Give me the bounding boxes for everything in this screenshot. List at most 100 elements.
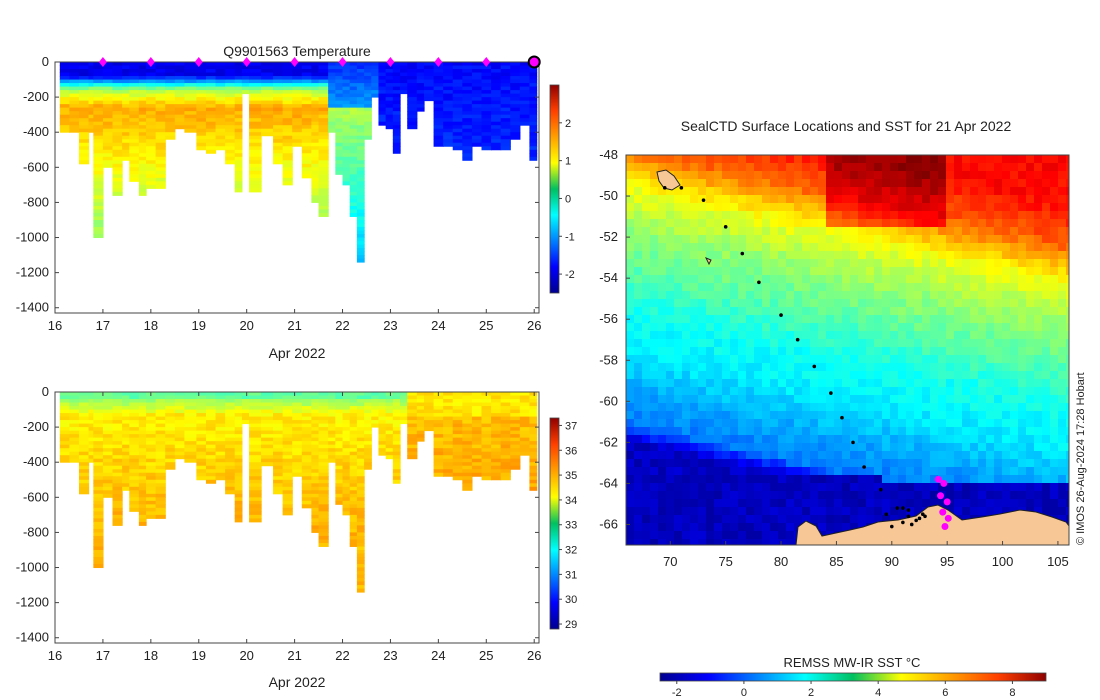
profile-cell (129, 83, 140, 88)
sst-cell (970, 323, 979, 332)
sst-cell (1034, 155, 1043, 164)
sst-cell (890, 299, 899, 308)
profile-cell (385, 100, 394, 105)
sst-cell (690, 235, 699, 244)
profile-cell (69, 416, 80, 421)
profile-cell (184, 423, 197, 428)
sst-cell (1034, 299, 1043, 308)
sst-cell (994, 155, 1003, 164)
profile-cell (146, 427, 157, 432)
profile-cell (385, 125, 394, 130)
sst-cell (986, 411, 995, 420)
profile-cell (471, 83, 483, 88)
sst-cell (962, 347, 971, 356)
profile-cell (196, 107, 207, 112)
sst-cell (818, 403, 827, 412)
sst-cell (922, 211, 931, 220)
sst-cell (722, 187, 731, 196)
profile-cell (433, 76, 444, 81)
profile-cell (249, 402, 262, 407)
sst-cell (890, 171, 899, 180)
sst-cell (674, 275, 683, 284)
sst-cell (698, 379, 707, 388)
sst-cell (698, 211, 707, 220)
sst-cell (762, 195, 771, 204)
sst-cell (882, 363, 891, 372)
sst-cell (882, 171, 891, 180)
sst-cell (658, 363, 667, 372)
sst-cell (994, 411, 1003, 420)
profile-cell (342, 469, 351, 474)
profile-cell (356, 567, 365, 572)
profile-cell (407, 72, 418, 77)
sst-cell (946, 291, 955, 300)
profile-cell (282, 139, 293, 144)
sst-cell (922, 283, 931, 292)
sst-cell (890, 411, 899, 420)
profile-cell (155, 62, 166, 67)
profile-cell (349, 76, 358, 81)
profile-cell (196, 146, 207, 151)
profile-cell (155, 90, 166, 95)
profile-cell (301, 406, 312, 411)
profile-cell (318, 539, 329, 544)
profile-cell (356, 163, 365, 168)
profile-cell (146, 156, 157, 161)
sst-cell (682, 387, 691, 396)
profile-cell (471, 416, 483, 421)
profile-cell (165, 420, 176, 425)
profile-cell (282, 181, 293, 186)
sst-cell (978, 355, 987, 364)
profile-cell (349, 402, 358, 407)
sst-cell (650, 355, 659, 364)
profile-cell (416, 69, 425, 74)
sst-cell (938, 355, 947, 364)
profile-cell (443, 444, 454, 449)
profile-cell (155, 434, 166, 439)
profile-cell (112, 504, 123, 509)
profile-cell (196, 406, 207, 411)
profile-cell (112, 472, 123, 477)
profile-cell (225, 142, 236, 147)
profile-cell (196, 444, 207, 449)
sst-cell (738, 267, 747, 276)
sst-cell (714, 347, 723, 356)
profile-cell (225, 465, 236, 470)
profile-cell (318, 90, 329, 95)
profile-cell (385, 423, 394, 428)
profile-cell (301, 437, 312, 442)
sst-cell (634, 379, 643, 388)
profile-cell (452, 83, 463, 88)
sst-cell (1042, 195, 1051, 204)
sst-cell (674, 243, 683, 252)
profile-cell (205, 451, 217, 456)
sst-cell (882, 155, 891, 164)
sst-cell (690, 219, 699, 228)
sst-cell (978, 403, 987, 412)
profile-cell (261, 132, 274, 137)
sst-cell (698, 155, 707, 164)
sst-cell (778, 179, 787, 188)
profile-cell (349, 72, 358, 77)
sst-cell (826, 315, 835, 324)
profile-cell (241, 83, 250, 88)
profile-cell (155, 413, 166, 418)
sst-cell (786, 259, 795, 268)
profile-cell (356, 244, 365, 249)
profile-cell (519, 121, 531, 126)
sst-cell (706, 419, 715, 428)
profile-cell (416, 65, 425, 70)
profile-cell (196, 121, 207, 126)
profile-cell (196, 476, 207, 481)
profile-cell (311, 451, 320, 456)
sst-cell (626, 155, 635, 164)
profile-cell (138, 118, 147, 123)
profile-cell (146, 437, 157, 442)
profile-cell (165, 97, 176, 102)
sst-cell (962, 267, 971, 276)
sst-cell (738, 411, 747, 420)
profile-cell (59, 114, 70, 119)
sst-cell (706, 379, 715, 388)
profile-cell (215, 97, 226, 102)
profile-cell (364, 62, 372, 67)
